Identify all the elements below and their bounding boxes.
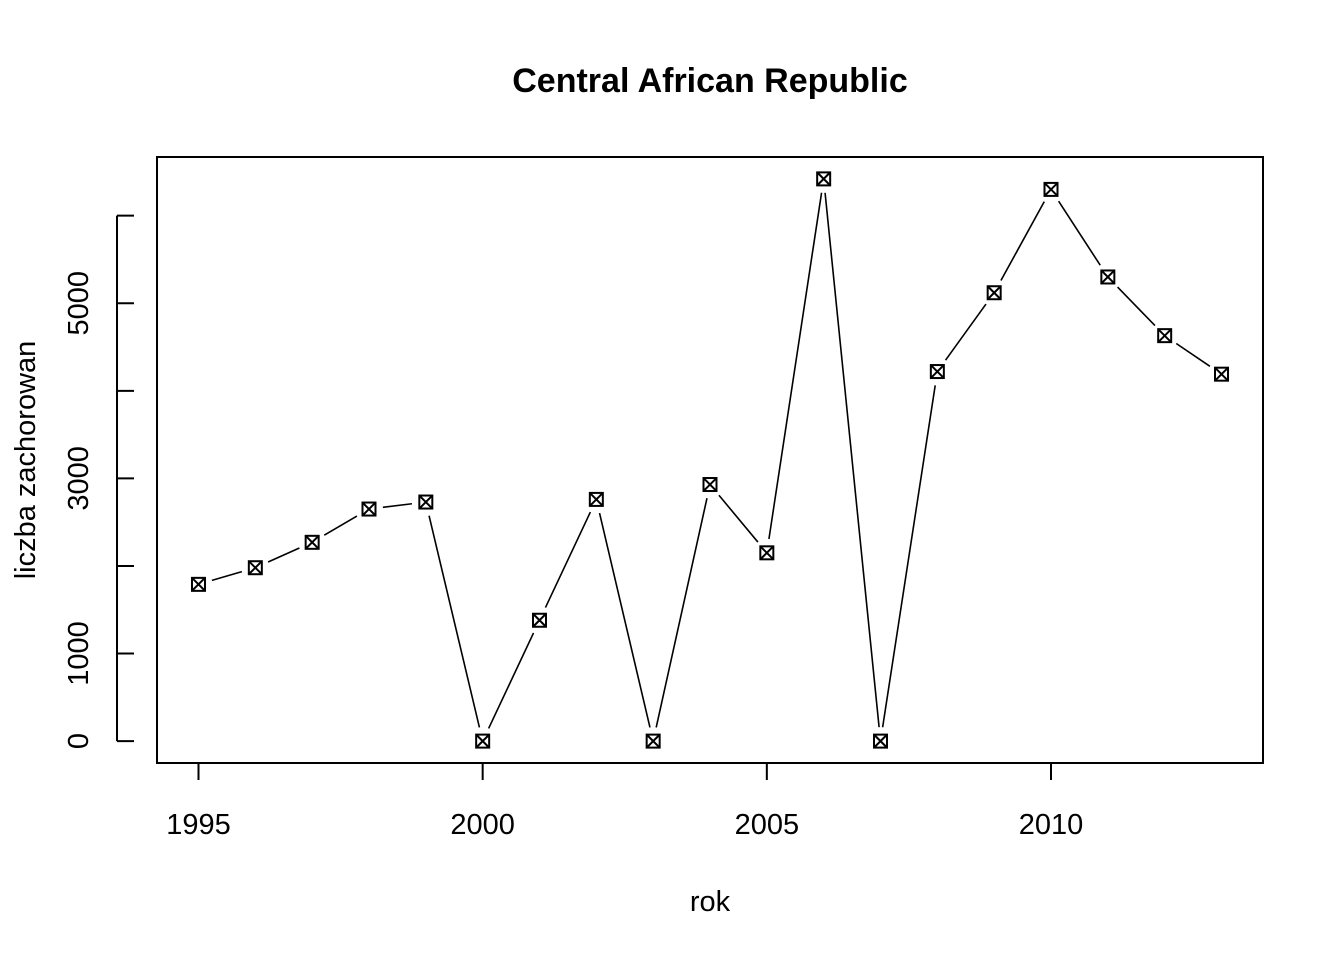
series-segment xyxy=(1000,201,1045,281)
x-axis: 1995 2000 2005 2010 xyxy=(166,762,1084,841)
x-axis-label: rok xyxy=(690,886,731,918)
data-point xyxy=(304,534,320,550)
data-point xyxy=(531,612,547,628)
data-point xyxy=(190,576,206,592)
series-segment xyxy=(487,632,535,729)
y-axis-label: liczba zachorowan xyxy=(10,341,42,580)
series-segment xyxy=(598,512,651,728)
series-segment xyxy=(211,570,243,582)
series-segment xyxy=(1057,200,1101,266)
data-point xyxy=(475,733,491,749)
data-point xyxy=(645,733,661,749)
series-segment xyxy=(768,192,823,540)
data-markers xyxy=(190,171,1230,749)
series-segment xyxy=(267,547,300,563)
data-point xyxy=(588,491,604,507)
series-segment xyxy=(382,502,413,509)
series-segment xyxy=(1175,342,1211,367)
y-axis: 0 1000 3000 5000 xyxy=(63,214,134,749)
data-point xyxy=(418,494,434,510)
data-point xyxy=(929,364,945,380)
series-segment xyxy=(824,192,880,728)
series-segment xyxy=(944,303,987,361)
data-point xyxy=(759,545,775,561)
data-point xyxy=(1100,269,1116,285)
data-point xyxy=(361,501,377,517)
series-line xyxy=(211,192,1211,729)
x-tick-label: 2005 xyxy=(735,809,800,841)
chart-title: Central African Republic xyxy=(512,62,907,100)
data-point xyxy=(873,733,889,749)
x-tick-label: 2000 xyxy=(450,809,515,841)
data-point xyxy=(986,285,1002,301)
series-segment xyxy=(1117,286,1156,327)
series-segment xyxy=(718,494,759,543)
data-point xyxy=(1214,366,1230,382)
series-segment xyxy=(428,515,481,728)
data-point xyxy=(1157,328,1173,344)
x-tick-label: 1995 xyxy=(166,809,231,841)
series-segment xyxy=(881,385,937,728)
x-tick-label: 2010 xyxy=(1019,809,1084,841)
series-segment xyxy=(323,515,358,536)
y-tick-label: 1000 xyxy=(63,621,95,686)
y-tick-label: 3000 xyxy=(63,446,95,511)
series-segment xyxy=(655,498,708,728)
y-tick-label: 0 xyxy=(63,733,95,749)
data-point xyxy=(247,560,263,576)
plot-frame xyxy=(156,156,1264,764)
data-point xyxy=(816,171,832,187)
data-point xyxy=(702,477,718,493)
y-tick-label: 5000 xyxy=(63,271,95,336)
series-segment xyxy=(544,511,592,608)
data-point xyxy=(1043,181,1059,197)
